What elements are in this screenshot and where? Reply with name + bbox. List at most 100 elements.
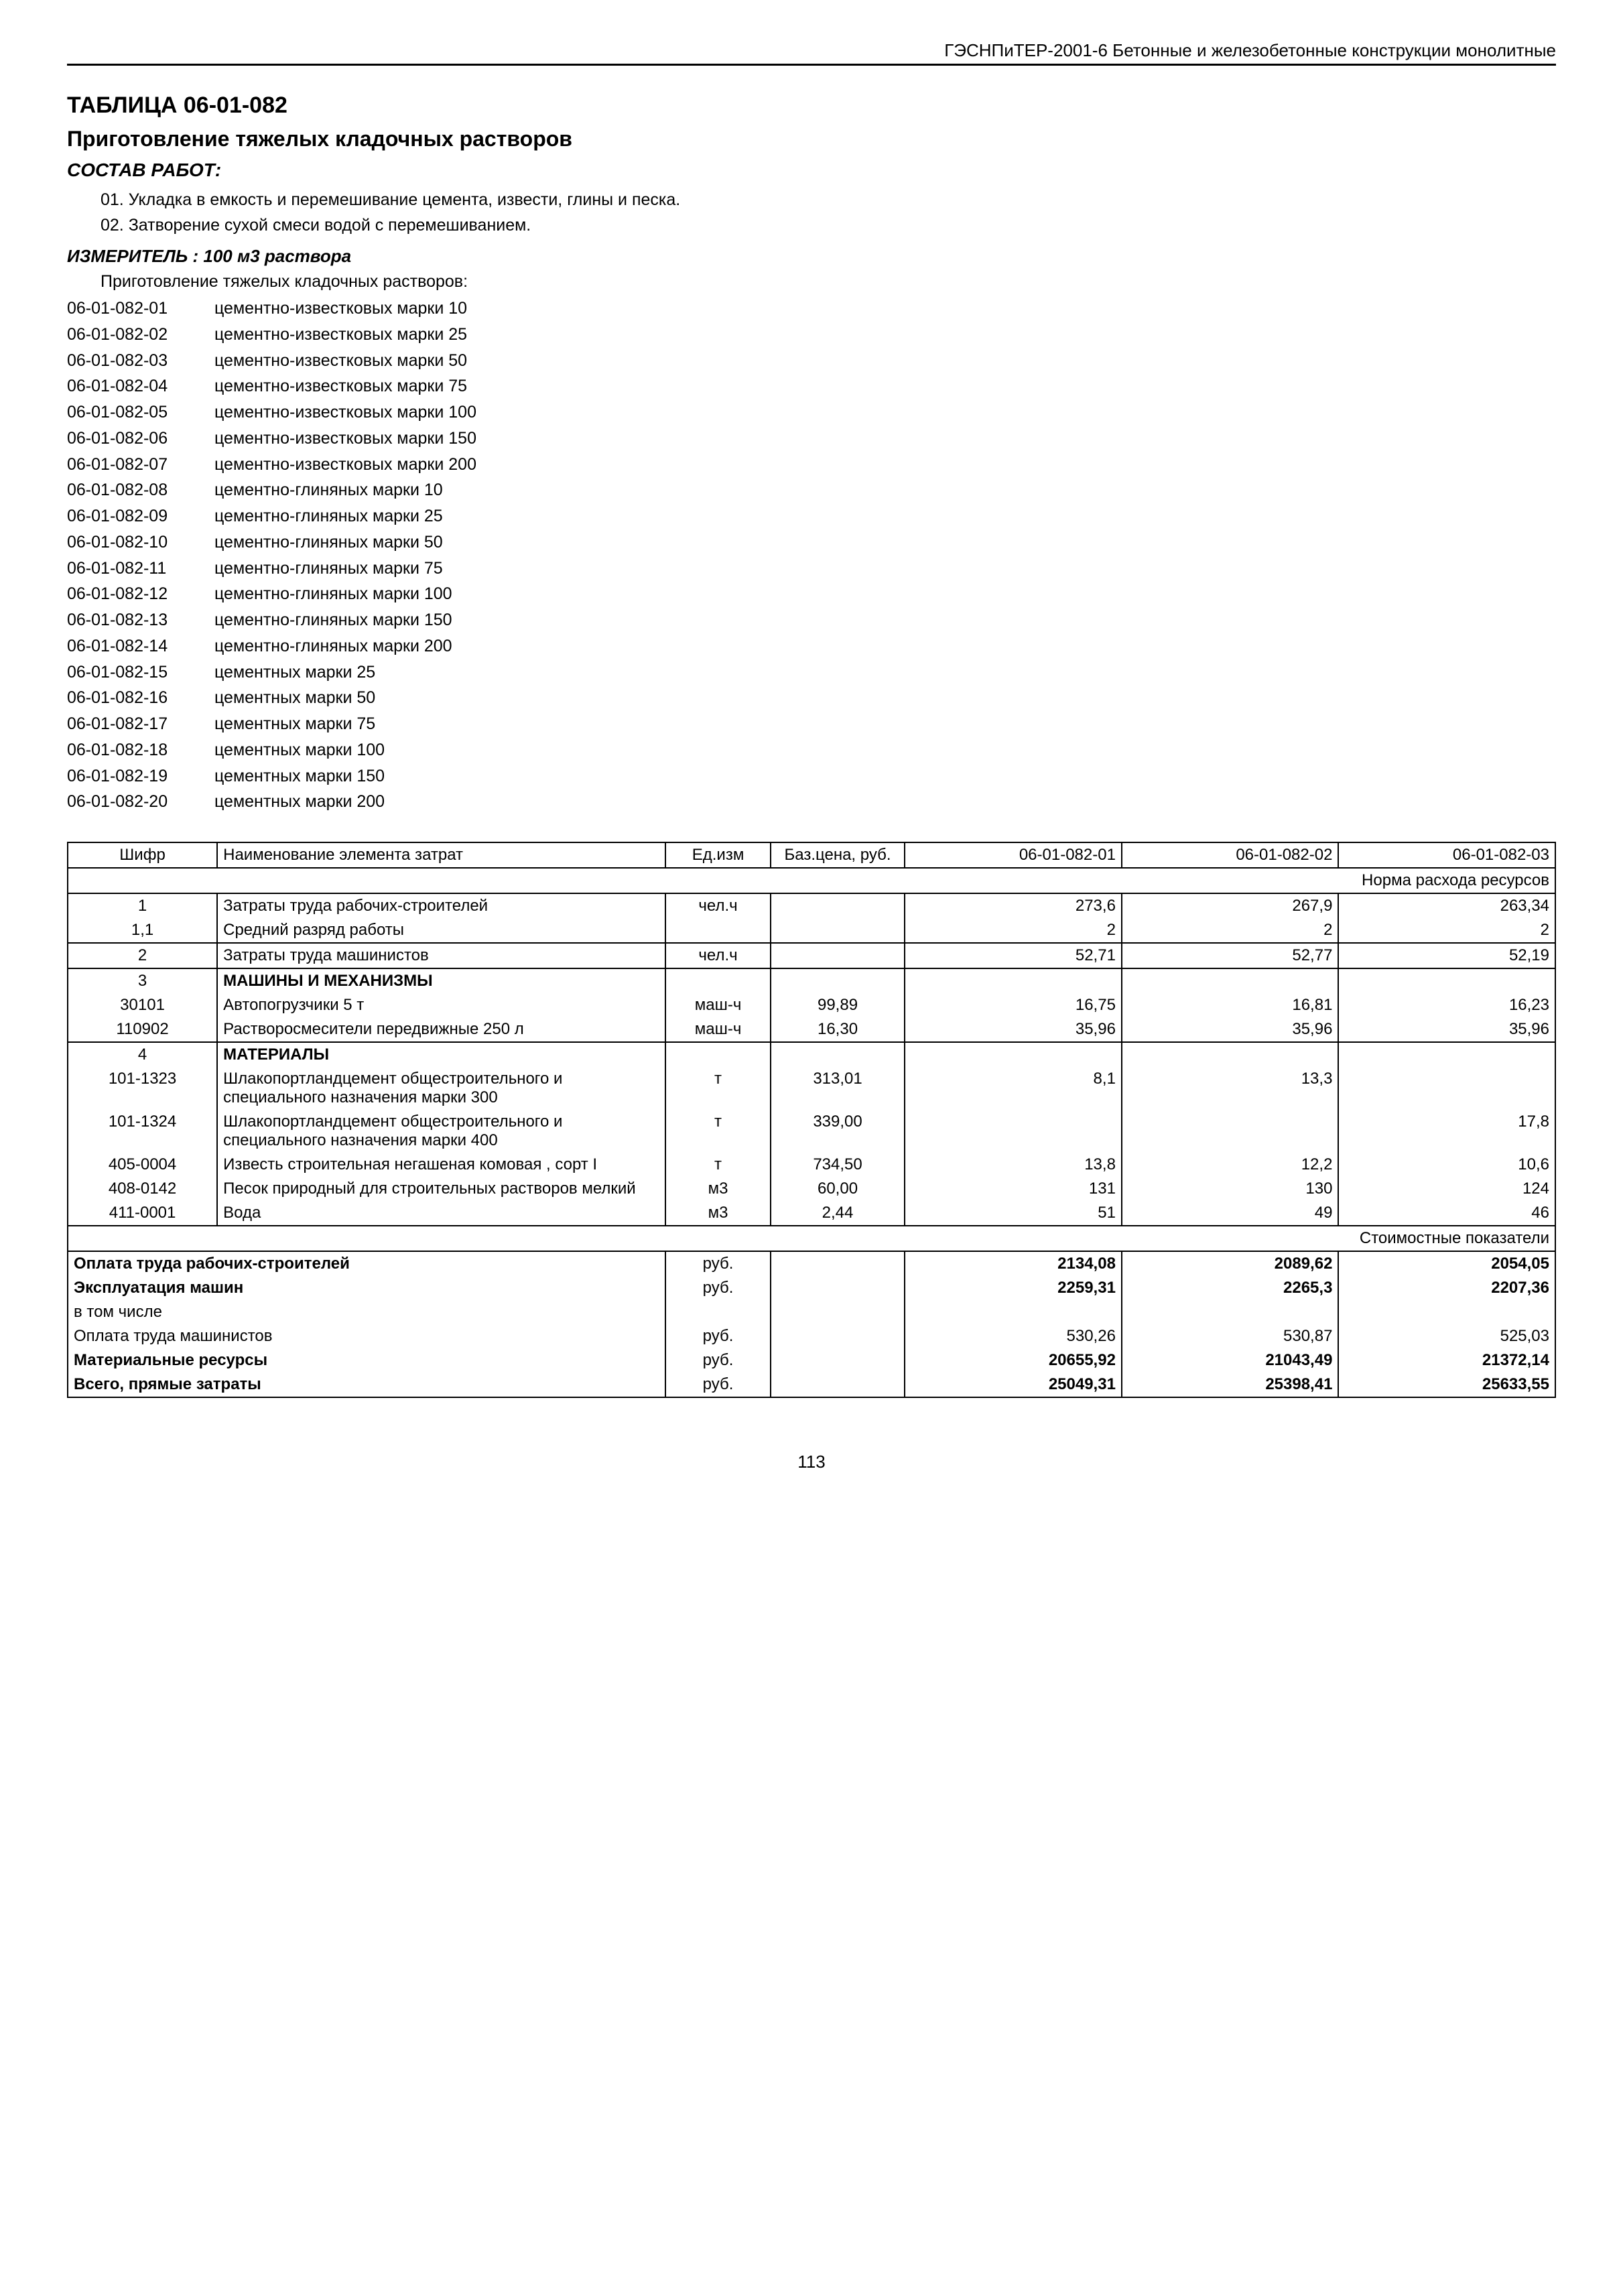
table-row: 408-0142Песок природный для строительных…: [68, 1177, 1555, 1201]
cost-name: Оплата труда машинистов: [68, 1324, 665, 1348]
code-desc: цементно-известковых марки 25: [214, 322, 1556, 348]
table-cell: [771, 943, 905, 968]
table-cell: 2: [68, 943, 217, 968]
table-cell: Известь строительная негашеная комовая ,…: [217, 1153, 665, 1177]
table-cell: [771, 1373, 905, 1397]
code-desc: цементных марки 50: [214, 685, 1556, 711]
table-cell: 267,9: [1122, 893, 1339, 918]
table-subtitle: Приготовление тяжелых кладочных растворо…: [67, 127, 1556, 151]
table-cell: 17,8: [1338, 1110, 1555, 1153]
cost-header-row: Стоимостные показатели: [68, 1226, 1555, 1251]
table-cell: 25633,55: [1338, 1373, 1555, 1397]
table-cell: [771, 1042, 905, 1067]
table-cell: т: [665, 1153, 770, 1177]
table-cell: Растворосмесители передвижные 250 л: [217, 1017, 665, 1042]
th-col2: 06-01-082-02: [1122, 842, 1339, 868]
code-row: 06-01-082-05цементно-известковых марки 1…: [67, 399, 1556, 426]
table-cell: 16,81: [1122, 993, 1339, 1017]
table-cell: [1122, 1300, 1339, 1324]
table-cell: [771, 1276, 905, 1300]
table-cell: маш-ч: [665, 993, 770, 1017]
table-cell: 734,50: [771, 1153, 905, 1177]
table-row: 30101Автопогрузчики 5 тмаш-ч99,8916,7516…: [68, 993, 1555, 1017]
table-cell: [771, 968, 905, 993]
table-cell: [665, 1300, 770, 1324]
table-cell: 530,26: [905, 1324, 1122, 1348]
table-cell: 35,96: [1338, 1017, 1555, 1042]
table-cell: [771, 893, 905, 918]
table-cell: [771, 1348, 905, 1373]
table-cell: 411-0001: [68, 1201, 217, 1226]
code-row: 06-01-082-19цементных марки 150: [67, 763, 1556, 789]
code-row: 06-01-082-10цементно-глиняных марки 50: [67, 529, 1556, 556]
table-cell: 52,71: [905, 943, 1122, 968]
table-cell: 273,6: [905, 893, 1122, 918]
code-row: 06-01-082-20цементных марки 200: [67, 789, 1556, 815]
table-cell: Автопогрузчики 5 т: [217, 993, 665, 1017]
table-cell: Затраты труда машинистов: [217, 943, 665, 968]
table-cell: 1,1: [68, 918, 217, 943]
table-cell: 530,87: [1122, 1324, 1339, 1348]
code-value: 06-01-082-10: [67, 529, 214, 556]
code-value: 06-01-082-20: [67, 789, 214, 815]
code-desc: цементно-известковых марки 100: [214, 399, 1556, 426]
table-cell: 16,75: [905, 993, 1122, 1017]
th-col1: 06-01-082-01: [905, 842, 1122, 868]
table-cell: 2259,31: [905, 1276, 1122, 1300]
table-cell: руб.: [665, 1324, 770, 1348]
code-value: 06-01-082-09: [67, 503, 214, 529]
measure-label: ИЗМЕРИТЕЛЬ : 100 м3 раствора: [67, 246, 1556, 267]
code-value: 06-01-082-16: [67, 685, 214, 711]
code-desc: цементно-глиняных марки 50: [214, 529, 1556, 556]
table-cell: 130: [1122, 1177, 1339, 1201]
code-value: 06-01-082-11: [67, 556, 214, 582]
table-cell: 25398,41: [1122, 1373, 1339, 1397]
table-cell: 13,8: [905, 1153, 1122, 1177]
table-cell: [905, 1110, 1122, 1153]
table-cell: м3: [665, 1201, 770, 1226]
table-cell: [1338, 1067, 1555, 1110]
cost-row: Эксплуатация машинруб.2259,312265,32207,…: [68, 1276, 1555, 1300]
code-row: 06-01-082-13цементно-глиняных марки 150: [67, 607, 1556, 633]
th-shifr: Шифр: [68, 842, 217, 868]
code-row: 06-01-082-02цементно-известковых марки 2…: [67, 322, 1556, 348]
code-value: 06-01-082-05: [67, 399, 214, 426]
table-cell: [771, 1300, 905, 1324]
code-row: 06-01-082-12цементно-глиняных марки 100: [67, 581, 1556, 607]
table-cell: чел.ч: [665, 893, 770, 918]
table-cell: 2: [1122, 918, 1339, 943]
table-cell: 2,44: [771, 1201, 905, 1226]
table-cell: 16,23: [1338, 993, 1555, 1017]
table-cell: МАТЕРИАЛЫ: [217, 1042, 665, 1067]
table-cell: 3: [68, 968, 217, 993]
table-row: 1,1Средний разряд работы222: [68, 918, 1555, 943]
cost-name: Эксплуатация машин: [68, 1276, 665, 1300]
work-item: 01. Укладка в емкость и перемешивание це…: [101, 188, 1556, 213]
table-cell: руб.: [665, 1276, 770, 1300]
code-desc: цементно-глиняных марки 75: [214, 556, 1556, 582]
table-cell: 339,00: [771, 1110, 905, 1153]
table-row: 411-0001Водам32,44514946: [68, 1201, 1555, 1226]
cost-header-cell: Стоимостные показатели: [68, 1226, 1555, 1251]
table-cell: [905, 1300, 1122, 1324]
code-desc: цементно-глиняных марки 100: [214, 581, 1556, 607]
code-desc: цементных марки 100: [214, 737, 1556, 763]
table-cell: [665, 968, 770, 993]
table-cell: [1122, 1042, 1339, 1067]
cost-row: Материальные ресурсыруб.20655,9221043,49…: [68, 1348, 1555, 1373]
code-desc: цементно-глиняных марки 10: [214, 477, 1556, 503]
table-cell: 60,00: [771, 1177, 905, 1201]
code-desc: цементных марки 200: [214, 789, 1556, 815]
code-row: 06-01-082-06цементно-известковых марки 1…: [67, 426, 1556, 452]
cost-name: в том числе: [68, 1300, 665, 1324]
table-row: 405-0004Известь строительная негашеная к…: [68, 1153, 1555, 1177]
code-row: 06-01-082-16цементных марки 50: [67, 685, 1556, 711]
table-cell: [1338, 1042, 1555, 1067]
code-desc: цементно-известковых марки 200: [214, 452, 1556, 478]
table-cell: чел.ч: [665, 943, 770, 968]
table-cell: [665, 1042, 770, 1067]
cost-name: Оплата труда рабочих-строителей: [68, 1251, 665, 1276]
code-desc: цементно-известковых марки 50: [214, 348, 1556, 374]
table-row: 2Затраты труда машинистовчел.ч52,7152,77…: [68, 943, 1555, 968]
table-cell: [1122, 1110, 1339, 1153]
